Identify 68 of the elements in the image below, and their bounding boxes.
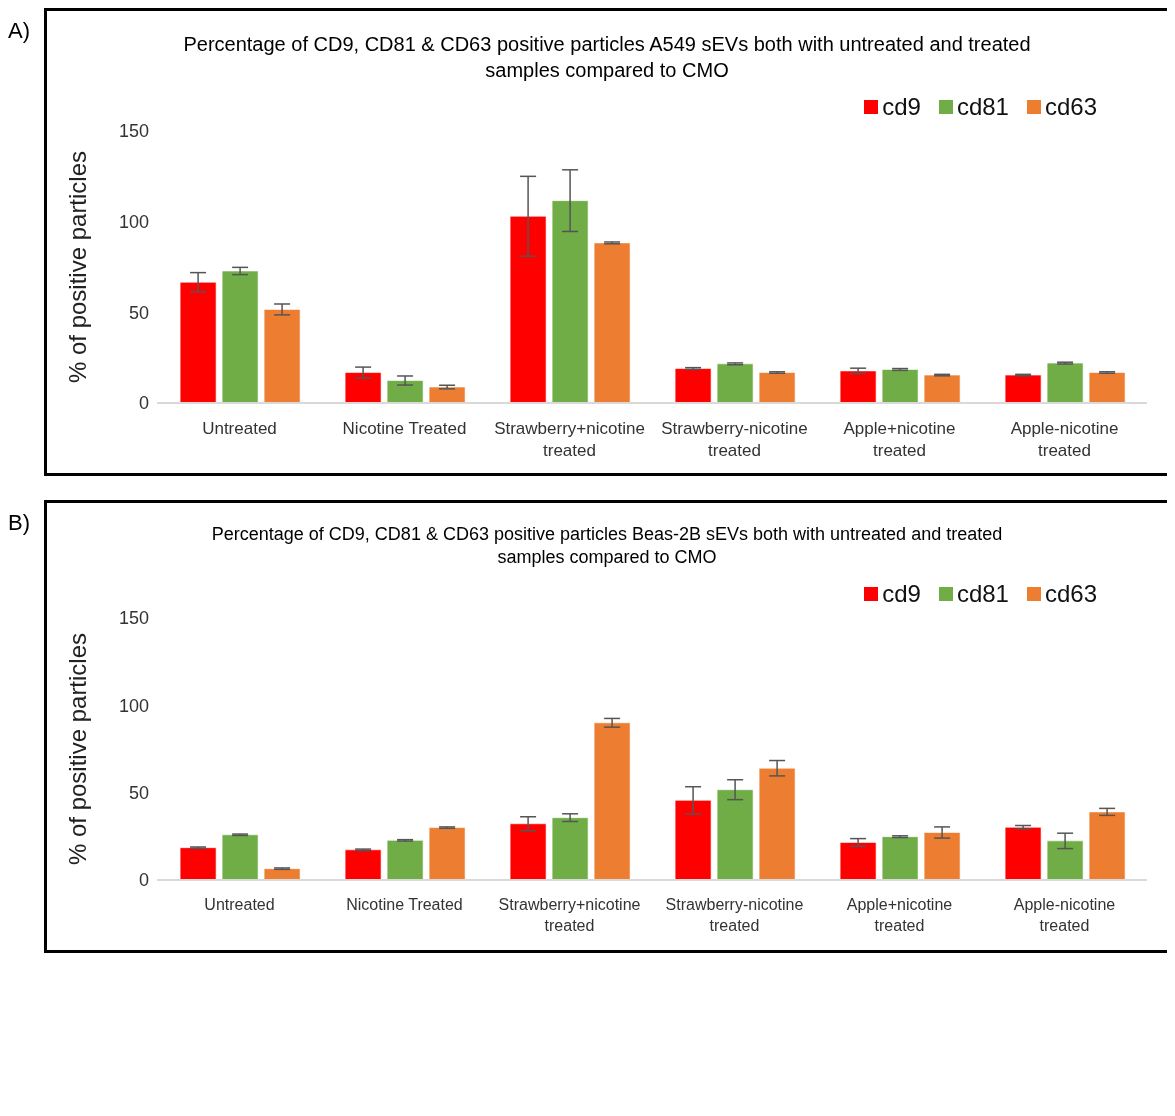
bar	[221, 834, 259, 880]
bar	[179, 846, 217, 880]
bar	[1046, 362, 1084, 403]
x-tick-label: Strawberry-nicotine treated	[661, 419, 808, 461]
bar	[551, 816, 589, 880]
y-tick-label: 0	[138, 870, 149, 891]
y-tick-label: 50	[128, 302, 149, 323]
bar	[1088, 811, 1126, 880]
x-tick-label: Untreated	[204, 895, 275, 913]
x-tick-label: Strawberry-nicotine treated	[665, 895, 804, 934]
bar	[674, 368, 712, 403]
legend-label: cd63	[1043, 579, 1097, 608]
y-tick-label: 100	[118, 212, 149, 233]
bar	[263, 867, 301, 880]
bar	[428, 386, 466, 403]
legend-label: cd81	[955, 93, 1009, 121]
bar	[263, 308, 301, 403]
bar	[716, 363, 754, 403]
bar	[1088, 372, 1126, 403]
bar	[179, 281, 217, 403]
x-tick-label: Apple-nicotine treated	[1013, 895, 1116, 934]
x-tick-label: Nicotine Treated	[346, 895, 463, 913]
bar	[881, 835, 919, 880]
bar	[1046, 840, 1084, 880]
bar	[386, 839, 424, 880]
x-tick-label: Nicotine Treated	[342, 419, 467, 438]
bar	[758, 372, 796, 403]
y-tick-label: 0	[138, 393, 149, 414]
y-tick-label: 150	[118, 121, 149, 142]
bar	[428, 826, 466, 880]
bar	[344, 372, 382, 403]
x-tick-label: Apple+nicotine treated	[846, 895, 953, 934]
bar	[593, 242, 631, 403]
y-tick-label: 50	[128, 782, 149, 803]
y-tick-label: 150	[118, 608, 149, 629]
y-tick-label: 100	[118, 695, 149, 716]
legend-label: cd9	[881, 579, 921, 608]
bar	[881, 368, 919, 403]
text: A)	[8, 18, 30, 44]
bar	[923, 374, 961, 403]
legend-label: cd81	[955, 579, 1009, 608]
bar	[839, 370, 877, 403]
bar	[593, 722, 631, 880]
chart-title: Percentage of CD9, CD81 & CD63 positive particles Beas-2B sEVs both with untreated and treated samples compared to CMO	[210, 523, 1004, 570]
x-tick-label: Strawberry+nicotine treated	[498, 895, 641, 934]
bar	[758, 767, 796, 880]
text: B)	[8, 510, 30, 536]
bar	[509, 823, 547, 880]
x-tick-label: Strawberry+nicotine treated	[494, 419, 645, 461]
bar	[923, 831, 961, 880]
x-tick-label: Apple-nicotine treated	[1010, 419, 1119, 461]
bar	[1004, 826, 1042, 880]
bar	[716, 788, 754, 880]
y-axis-title: % of positive particles	[63, 150, 91, 384]
bar	[509, 215, 547, 403]
chart-title: Percentage of CD9, CD81 & CD63 positive particles A549 sEVs both with untreated and treated samples compared to CMO	[182, 32, 1032, 83]
bar	[551, 200, 589, 403]
x-tick-label: Apple+nicotine treated	[843, 419, 956, 461]
bar	[344, 849, 382, 880]
bar	[386, 380, 424, 403]
bar	[839, 841, 877, 880]
legend-label: cd63	[1043, 93, 1097, 121]
bar	[674, 799, 712, 880]
y-axis-title: % of positive particles	[63, 632, 91, 865]
bar	[221, 270, 259, 403]
legend-label: cd9	[881, 93, 921, 121]
bar	[1004, 374, 1042, 403]
x-tick-label: Untreated	[202, 419, 277, 438]
